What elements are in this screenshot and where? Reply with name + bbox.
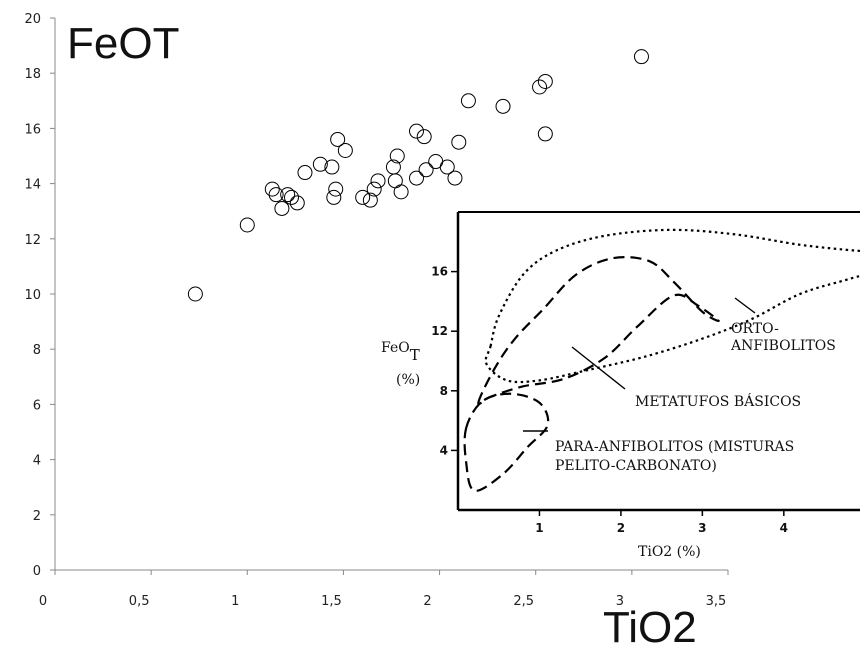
data-point xyxy=(370,173,386,189)
inset-x-tick-label: 4 xyxy=(780,521,788,535)
field-label-para-anfibolitos: PELITO-CARBONATO) xyxy=(555,458,717,474)
data-point xyxy=(387,173,403,189)
x-axis-label: TiO2 xyxy=(603,603,697,652)
x-tick-label: 0,5 xyxy=(129,594,150,609)
y-tick-label: 0 xyxy=(33,564,41,579)
data-point xyxy=(297,165,313,181)
data-point xyxy=(460,93,476,109)
y-tick-label: 20 xyxy=(24,12,41,27)
y-tick-label: 6 xyxy=(33,398,41,413)
y-tick-label: 4 xyxy=(33,454,41,469)
inset-x-tick-label: 2 xyxy=(617,521,625,535)
y-tick-label: 18 xyxy=(24,67,41,82)
field-metatufos-basicos xyxy=(477,256,720,406)
inset-background xyxy=(458,212,860,510)
field-label-metatufos-basicos: METATUFOS BÁSICOS xyxy=(635,392,801,410)
data-point xyxy=(264,181,280,197)
inset-x-axis-label: TiO2 (%) xyxy=(638,544,701,560)
data-point xyxy=(366,181,382,197)
data-point xyxy=(537,73,553,89)
data-point xyxy=(326,189,342,205)
data-point xyxy=(280,187,296,203)
inset-diagram: 48121612345FeOT(%)TiO2 (%)ORTO-ANFIBOLIT… xyxy=(381,211,860,560)
x-tick-label: 1 xyxy=(231,594,239,609)
data-point xyxy=(408,170,424,186)
data-point xyxy=(416,129,432,145)
chart-title: FeOT xyxy=(67,19,179,68)
inset-fields xyxy=(463,228,860,492)
inset-x-tick-label: 1 xyxy=(535,521,543,535)
data-point xyxy=(495,98,511,114)
data-point xyxy=(328,181,344,197)
y-tick-label: 14 xyxy=(24,178,41,193)
data-point xyxy=(451,134,467,150)
x-tick-label: 3,5 xyxy=(706,594,727,609)
data-point xyxy=(447,170,463,186)
inset-y-axis-unit: (%) xyxy=(396,372,420,388)
x-tick-label: 2 xyxy=(423,594,431,609)
y-tick-label: 10 xyxy=(24,288,41,303)
data-point xyxy=(355,189,371,205)
x-tick-label: 3 xyxy=(616,594,624,609)
leader-metatufos-basicos xyxy=(571,346,626,390)
inset-y-tick-label: 4 xyxy=(440,443,448,457)
inset-x-tick-label: 3 xyxy=(698,521,706,535)
data-point xyxy=(389,148,405,164)
data-point xyxy=(362,192,378,208)
y-tick-label: 16 xyxy=(24,122,41,137)
inset-y-axis-label: FeOT xyxy=(381,340,420,364)
data-point xyxy=(330,131,346,147)
data-point xyxy=(418,162,434,178)
data-point xyxy=(532,79,548,95)
data-point xyxy=(289,195,305,211)
data-point xyxy=(187,286,203,302)
data-point xyxy=(324,159,340,175)
x-tick-label: 0 xyxy=(39,594,47,609)
field-label-orto-anfibolitos: ORTO- xyxy=(731,321,779,337)
leader-orto-anfibolitos xyxy=(734,297,756,314)
data-point xyxy=(393,184,409,200)
x-tick-label: 2,5 xyxy=(513,594,534,609)
data-point xyxy=(312,156,328,172)
y-tick-label: 8 xyxy=(33,343,41,358)
data-point xyxy=(284,189,300,205)
field-para-anfibolitos xyxy=(463,392,550,492)
y-tick-label: 2 xyxy=(33,509,41,524)
main-points xyxy=(187,49,649,302)
data-point xyxy=(239,217,255,233)
field-label-para-anfibolitos: PARA-ANFIBOLITOS (MISTURAS xyxy=(555,439,794,455)
data-point xyxy=(268,187,284,203)
x-tick-label: 1,5 xyxy=(321,594,342,609)
data-point xyxy=(274,200,290,216)
data-point xyxy=(537,126,553,142)
data-point xyxy=(337,142,353,158)
y-tick-label: 12 xyxy=(24,233,41,248)
data-point xyxy=(408,123,424,139)
data-point xyxy=(633,49,649,65)
field-label-orto-anfibolitos: ANFIBOLITOS xyxy=(730,338,836,354)
inset-y-tick-label: 12 xyxy=(431,324,448,338)
data-point xyxy=(439,159,455,175)
inset-y-tick-label: 16 xyxy=(431,265,448,279)
inset-y-tick-label: 8 xyxy=(440,384,448,398)
